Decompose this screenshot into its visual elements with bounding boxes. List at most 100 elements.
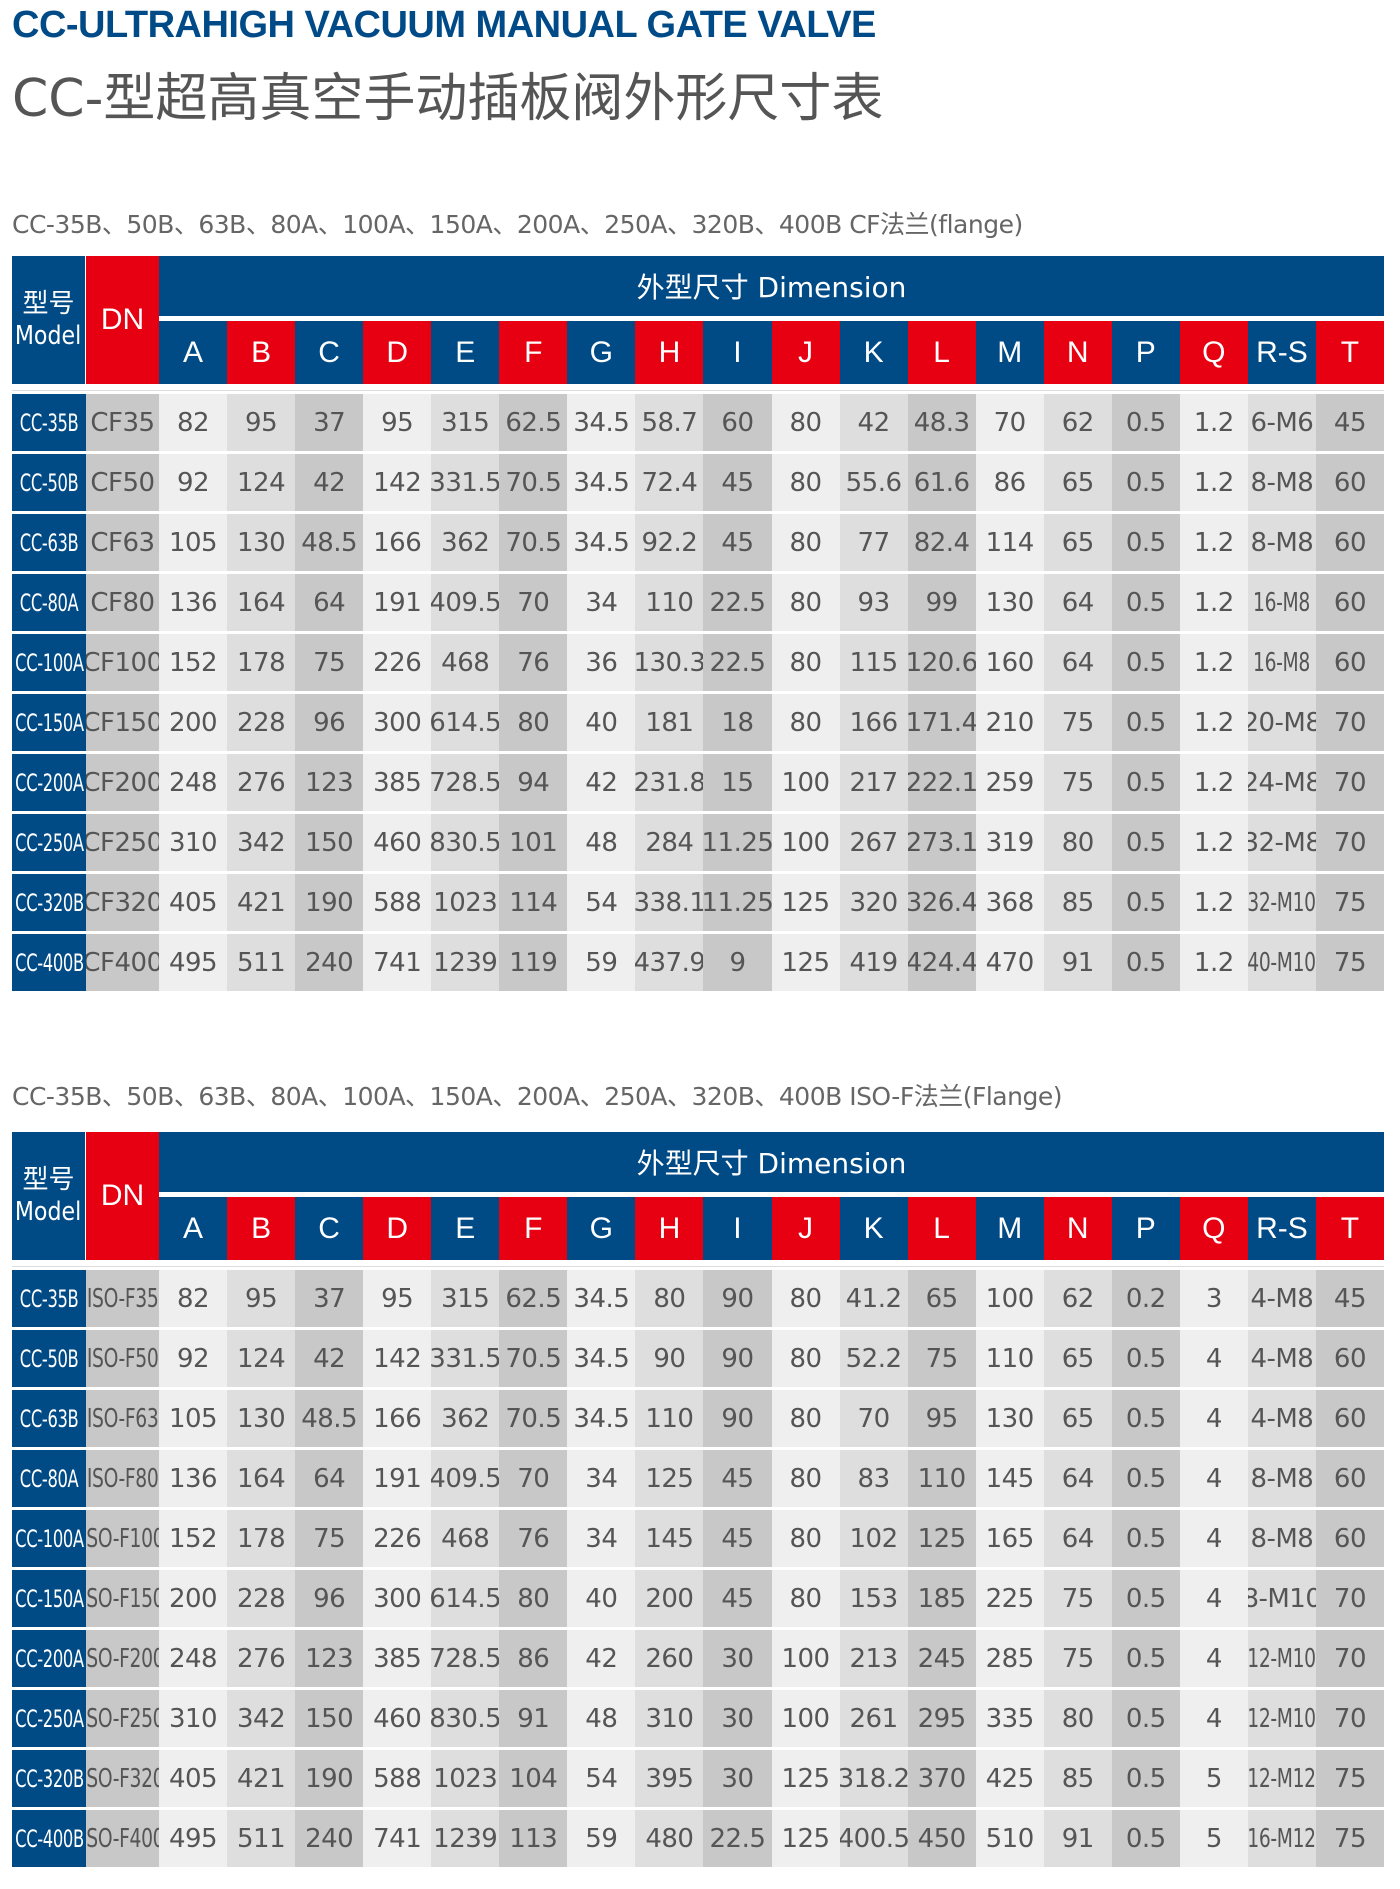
cell-n-text: 80 — [1061, 1703, 1095, 1734]
cell-l-text: 171.4 — [907, 707, 976, 738]
cell-m-text: 470 — [985, 947, 1035, 978]
cell-e: 1023 — [431, 874, 500, 931]
cell-j: 80 — [771, 1570, 840, 1627]
cell-g-text: 42 — [585, 1643, 618, 1674]
cell-r-s-text: 16-M8 — [1253, 647, 1311, 678]
cell-r-s-text: 16-M8 — [1253, 587, 1311, 618]
cell-c-text: 42 — [313, 1343, 346, 1374]
cell-n-text: 75 — [1061, 1583, 1095, 1614]
cell-b: 342 — [227, 1690, 296, 1747]
cell-dn: CF200 — [86, 754, 159, 811]
cell-d-text: 166 — [373, 527, 422, 558]
cell-f-text: 80 — [517, 1583, 550, 1614]
cell-n-text: 75 — [1061, 767, 1095, 798]
cell-d: 95 — [363, 1270, 432, 1327]
cell-l-text: 295 — [917, 1703, 967, 1734]
cell-q-text: 4 — [1205, 1343, 1223, 1374]
cell-g: 59 — [567, 1810, 636, 1867]
cell-d: 588 — [363, 1750, 432, 1807]
cell-r-s-text: 8-M8 — [1250, 1463, 1314, 1494]
cell-p: 0.5 — [1111, 574, 1180, 631]
cell-c: 48.5 — [295, 1390, 364, 1447]
cell-t: 45 — [1315, 394, 1384, 451]
cell-n: 64 — [1043, 634, 1112, 691]
cell-dn: CF400 — [86, 934, 159, 991]
cell-d: 460 — [363, 814, 432, 871]
cell-a: 248 — [159, 754, 228, 811]
cell-q: 4 — [1179, 1390, 1248, 1447]
cell-e-text: 614.5 — [431, 1583, 500, 1614]
cell-g: 59 — [567, 934, 636, 991]
cell-g-text: 34 — [585, 1463, 618, 1494]
cell-i: 45 — [703, 1570, 772, 1627]
cell-model-text: CC-400B — [14, 948, 84, 977]
cell-h-text: 395 — [645, 1763, 694, 1794]
header-col-a: A — [159, 1197, 228, 1260]
cell-a: 136 — [159, 574, 228, 631]
table-row: CC-250AISO-F250 310 342 150 460 830.5 91 48 310 3… — [12, 1690, 1384, 1747]
cell-a-text: 136 — [168, 587, 218, 618]
cell-l-text: 48.3 — [913, 407, 970, 438]
cell-b-text: 124 — [237, 467, 286, 498]
cell-d-text: 142 — [373, 467, 422, 498]
cell-j-text: 80 — [789, 1283, 822, 1314]
cell-a-text: 92 — [176, 1343, 210, 1374]
cell-l: 99 — [907, 574, 976, 631]
cell-j-text: 80 — [789, 1583, 822, 1614]
cell-model-text: CC-400B — [14, 1824, 84, 1853]
cell-l: 110 — [907, 1450, 976, 1507]
cell-q-text: 1.2 — [1193, 827, 1234, 858]
cell-m-text: 335 — [985, 1703, 1035, 1734]
cell-k-text: 77 — [857, 527, 891, 558]
cell-dn-text: ISO-F80 — [86, 1463, 159, 1494]
cell-a-text: 248 — [168, 1643, 218, 1674]
cell-j-text: 80 — [789, 1463, 822, 1494]
cell-h-text: 72.4 — [641, 467, 698, 498]
cell-f-text: 70.5 — [505, 1343, 562, 1374]
cell-j: 80 — [771, 694, 840, 751]
header-col-d: D — [363, 1197, 432, 1260]
cell-q-text: 4 — [1205, 1463, 1223, 1494]
cell-k-text: 153 — [849, 1583, 899, 1614]
cell-i: 9 — [703, 934, 772, 991]
cell-f-text: 113 — [509, 1823, 558, 1854]
cell-a: 200 — [159, 1570, 228, 1627]
cell-n: 64 — [1043, 1510, 1112, 1567]
cell-l: 326.4 — [907, 874, 976, 931]
cell-n-text: 85 — [1061, 1763, 1095, 1794]
cell-k-text: 70 — [857, 1403, 891, 1434]
cell-b: 124 — [227, 1330, 296, 1387]
cell-h-text: 284 — [645, 827, 694, 858]
cell-r-s: 12-M10 — [1247, 1630, 1316, 1687]
table-row: CC-200A CF200 248 276 123 385 728.5 94 42 231.8 15… — [12, 754, 1384, 811]
cell-n-text: 62 — [1061, 1283, 1095, 1314]
header-dimension: 外型尺寸 Dimension — [159, 256, 1384, 316]
cell-q-text: 1.2 — [1193, 647, 1234, 678]
header-col-r-s: R-S — [1247, 321, 1316, 384]
cell-d-text: 460 — [373, 827, 422, 858]
cell-q: 1.2 — [1179, 394, 1248, 451]
cell-b-text: 511 — [237, 947, 286, 978]
cell-k: 318.2 — [839, 1750, 908, 1807]
cell-dn: CF320 — [86, 874, 159, 931]
cell-h-text: 260 — [645, 1643, 694, 1674]
cell-c: 150 — [295, 1690, 364, 1747]
cell-f: 86 — [499, 1630, 568, 1687]
cell-f: 70 — [499, 1450, 568, 1507]
cell-h: 80 — [635, 1270, 704, 1327]
cell-k-text: 217 — [849, 767, 899, 798]
header-divider — [12, 1260, 1384, 1267]
cell-g: 34 — [567, 1450, 636, 1507]
cell-c: 75 — [295, 634, 364, 691]
cell-dn-text: CF80 — [90, 587, 155, 618]
cell-model-text: CC-35B — [19, 408, 79, 437]
cell-p: 0.5 — [1111, 1330, 1180, 1387]
cell-dn: ISO-F250 — [86, 1690, 159, 1747]
cell-p: 0.5 — [1111, 934, 1180, 991]
cell-q: 4 — [1179, 1570, 1248, 1627]
header-col-p: P — [1111, 1197, 1180, 1260]
cell-f-text: 101 — [509, 827, 558, 858]
cell-dn-text: ISO-F150 — [86, 1583, 159, 1614]
cell-e-text: 315 — [441, 407, 490, 438]
cell-e: 614.5 — [431, 1570, 500, 1627]
